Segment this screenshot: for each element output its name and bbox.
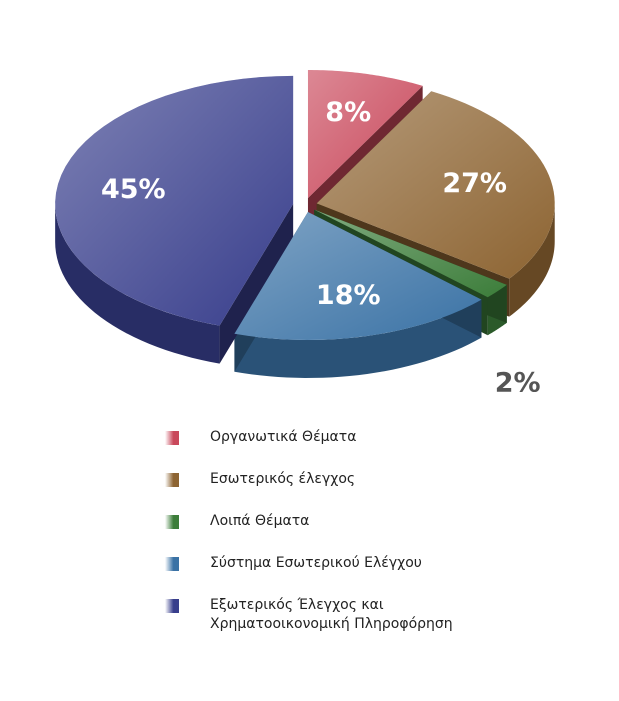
slice-side xyxy=(234,299,482,378)
slice-side xyxy=(55,203,220,364)
pie-chart: 8% 27% 2% 18% 45% xyxy=(55,70,555,399)
value-label: 27% xyxy=(442,168,507,199)
value-label: 2% xyxy=(495,368,541,399)
slice-wall xyxy=(219,203,294,364)
legend-swatch xyxy=(165,473,179,487)
legend-label: Λοιπά Θέματα xyxy=(210,513,310,529)
slice-shine xyxy=(314,209,507,298)
slice-shine xyxy=(307,70,423,199)
legend-item: Εσωτερικός έλεγχος xyxy=(165,470,525,512)
legend-item: Εξωτερικός Έλεγχος και Χρηματοοικονομική… xyxy=(165,596,525,638)
legend-label: Εξωτερικός Έλεγχος και Χρηματοοικονομική… xyxy=(210,597,453,632)
legend-label: Σύστημα Εσωτερικού Ελέγχου xyxy=(210,555,422,571)
value-label: 18% xyxy=(316,280,381,311)
slice-shine xyxy=(316,91,555,279)
legend-swatch xyxy=(165,431,179,445)
value-label: 45% xyxy=(101,174,166,205)
legend: Οργανωτικά Θέματα Εσωτερικός έλεγχος Λοιπά… xyxy=(165,428,525,638)
legend-item: Οργανωτικά Θέματα xyxy=(165,428,525,470)
legend-item: Λοιπά Θέματα xyxy=(165,512,525,554)
slice-shine xyxy=(234,211,482,340)
legend-swatch xyxy=(165,557,179,571)
legend-label: Οργανωτικά Θέματα xyxy=(210,429,357,445)
slice-shine xyxy=(55,75,294,326)
value-label: 8% xyxy=(325,97,371,128)
legend-swatch xyxy=(165,515,179,529)
legend-item: Σύστημα Εσωτερικού Ελέγχου xyxy=(165,554,525,596)
legend-swatch xyxy=(165,599,179,613)
legend-label: Εσωτερικός έλεγχος xyxy=(210,471,356,487)
slice-side xyxy=(509,203,555,317)
